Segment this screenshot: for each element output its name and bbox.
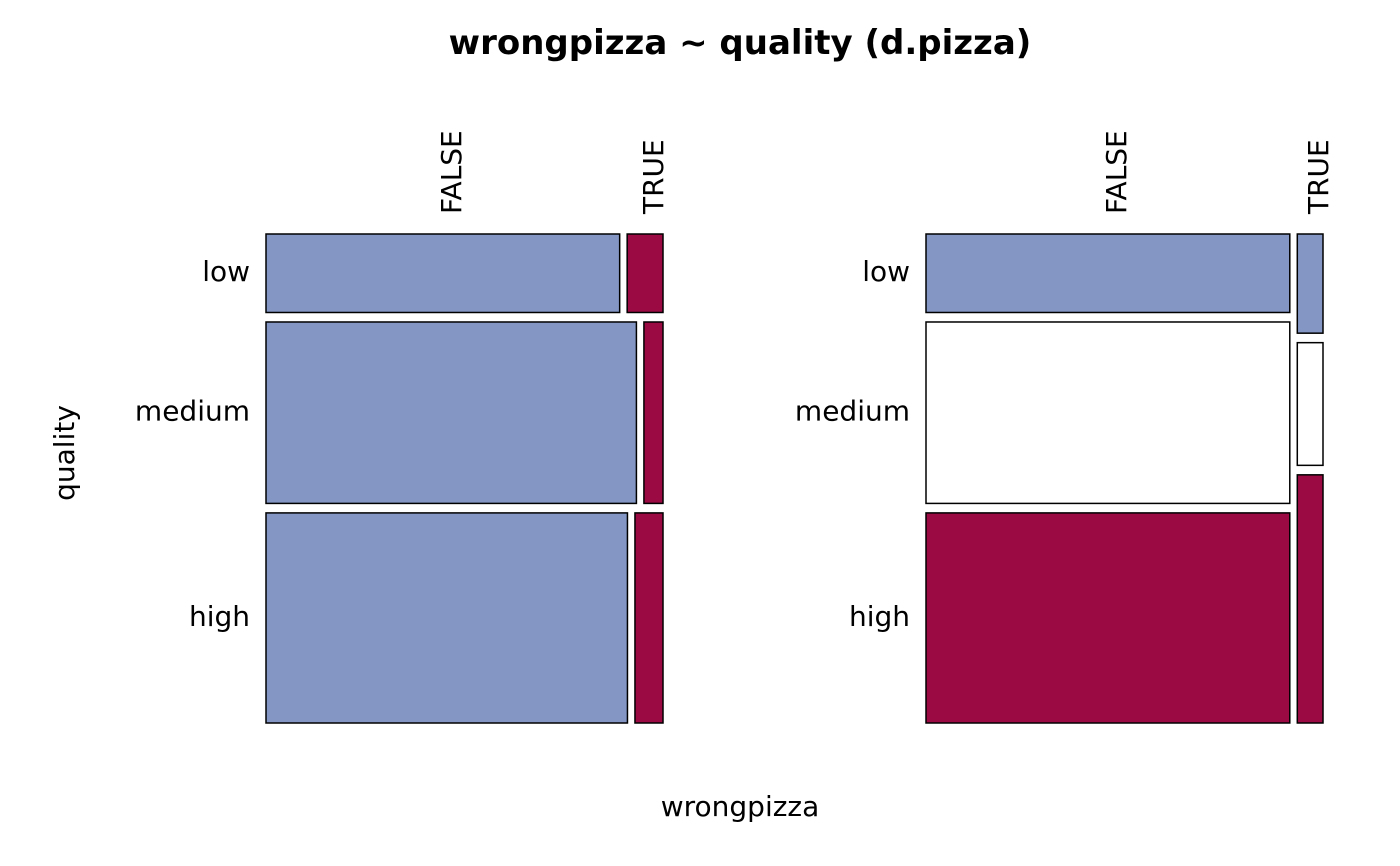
row-label-medium: medium xyxy=(135,395,250,428)
column-label-true: TRUE xyxy=(1302,139,1335,215)
column-label-false: FALSE xyxy=(1100,130,1133,214)
row-label-high: high xyxy=(849,600,910,633)
mosaic-cell-high-true xyxy=(634,512,664,724)
chart-title: wrongpizza ~ quality (d.pizza) xyxy=(449,23,1032,63)
column-label-true: TRUE xyxy=(637,139,670,215)
y-axis-label: quality xyxy=(48,405,81,501)
row-label-high: high xyxy=(189,600,250,633)
column-label-false: FALSE xyxy=(435,130,468,214)
mosaic-cell-low-true xyxy=(1296,233,1324,334)
mosaic-cell-low-false xyxy=(925,233,1291,314)
x-axis-label: wrongpizza xyxy=(661,790,820,823)
mosaic-cell-medium-true xyxy=(643,321,664,505)
row-label-medium: medium xyxy=(795,395,910,428)
mosaic-cell-high-true xyxy=(1296,474,1324,724)
mosaic-cell-high-false xyxy=(265,512,629,724)
mosaic-cell-medium-false xyxy=(265,321,638,505)
mosaic-cell-low-false xyxy=(265,233,621,314)
mosaic-panel-right: FALSE TRUE low medium high xyxy=(795,130,1335,724)
mosaic-panel-left: low medium high FALSE TRUE xyxy=(135,130,670,724)
mosaic-cell-medium-false xyxy=(925,321,1291,505)
mosaic-cell-high-false xyxy=(925,512,1291,724)
mosaic-cell-medium-true xyxy=(1296,341,1324,467)
row-label-low: low xyxy=(862,255,910,288)
mosaic-cell-low-true xyxy=(626,233,664,314)
row-label-low: low xyxy=(202,255,250,288)
